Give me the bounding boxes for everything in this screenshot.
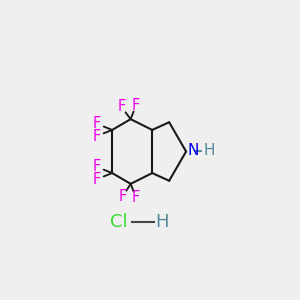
Text: F: F (117, 99, 125, 114)
Text: F: F (93, 159, 101, 174)
Text: F: F (119, 189, 127, 204)
Text: H: H (155, 213, 169, 231)
Text: F: F (132, 98, 140, 113)
Text: F: F (93, 172, 101, 187)
Text: N: N (188, 143, 199, 158)
Text: H: H (203, 143, 214, 158)
Text: Cl: Cl (110, 213, 128, 231)
Text: F: F (132, 190, 140, 205)
Text: F: F (93, 116, 101, 131)
Text: F: F (93, 129, 101, 144)
